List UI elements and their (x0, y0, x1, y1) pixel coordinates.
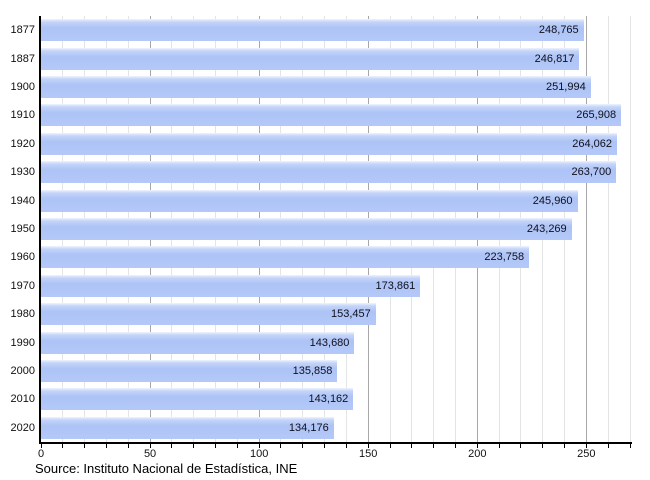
category-label: 1887 (10, 52, 35, 65)
category-label: 1950 (10, 223, 35, 235)
value-label: 173,861 (375, 279, 416, 292)
bar: 265,908 (41, 104, 622, 127)
category-label: 1930 (10, 166, 35, 179)
x-axis-tick (127, 444, 129, 448)
x-axis-tick (105, 444, 107, 448)
bar: 143,162 (41, 388, 354, 411)
x-axis-tick (171, 444, 173, 448)
bar: 263,700 (41, 161, 617, 184)
value-label: 263,700 (571, 166, 612, 179)
bar: 173,861 (41, 274, 421, 297)
x-axis-tick (149, 444, 151, 448)
x-axis-tick (629, 444, 631, 448)
x-tick-label: 50 (143, 448, 157, 460)
x-axis-line (39, 442, 632, 444)
x-axis-tick (215, 444, 217, 448)
value-label: 243,269 (526, 223, 567, 235)
value-label: 245,960 (532, 194, 573, 207)
value-label: 265,908 (576, 109, 617, 122)
x-tick-label: 0 (37, 448, 45, 460)
x-tick-label: 200 (468, 448, 487, 460)
x-axis-tick (324, 444, 326, 448)
bar: 245,960 (41, 189, 578, 212)
value-label: 246,817 (534, 52, 575, 65)
category-label: 1990 (10, 336, 35, 349)
value-label: 143,162 (308, 393, 349, 406)
category-label: 1900 (10, 81, 35, 93)
plot-area: 248,765 246,817 251,994 265,908 264,062 263,7… (41, 16, 631, 442)
bar: 248,765 (41, 19, 584, 42)
category-label: 2020 (10, 421, 35, 434)
value-label: 248,765 (538, 24, 579, 37)
category-label: 1970 (10, 279, 35, 292)
bar: 135,858 (41, 360, 338, 382)
x-axis-tick (520, 444, 522, 448)
value-label: 264,062 (572, 137, 613, 150)
value-label: 143,680 (309, 336, 350, 349)
bar: 223,758 (41, 246, 530, 269)
bar: 143,680 (41, 331, 355, 354)
x-axis-tick (367, 444, 369, 448)
x-tick-label: 100 (249, 448, 269, 460)
category-label: 2010 (10, 393, 35, 406)
x-axis-tick (476, 444, 478, 448)
x-axis-tick (258, 444, 260, 448)
source-note: Source: Instituto Nacional de Estadístic… (35, 461, 298, 476)
x-axis-tick (345, 444, 347, 448)
y-axis-line (39, 16, 41, 444)
bar: 251,994 (41, 76, 591, 98)
x-tick-label: 150 (359, 448, 378, 460)
x-axis-tick (607, 444, 609, 448)
x-axis-tick (280, 444, 282, 448)
x-axis-tick (84, 444, 86, 448)
bar: 153,457 (41, 303, 376, 326)
x-axis-tick (433, 444, 435, 448)
x-tick-label: 250 (577, 448, 596, 460)
minor-gridline (629, 16, 631, 442)
x-axis-tick (193, 444, 195, 448)
value-label: 153,457 (330, 308, 371, 321)
bar: 264,062 (41, 132, 618, 155)
value-label: 135,858 (292, 365, 333, 377)
x-axis-tick (585, 444, 587, 448)
x-axis-tick (389, 444, 391, 448)
category-label: 1910 (10, 109, 35, 122)
major-gridline (585, 16, 587, 442)
x-axis-tick (564, 444, 566, 448)
category-label: 1980 (10, 308, 35, 321)
x-axis-tick (542, 444, 544, 448)
x-axis-tick (411, 444, 413, 448)
value-label: 251,994 (545, 81, 586, 93)
category-label: 1920 (10, 137, 35, 150)
minor-gridline (607, 16, 609, 442)
x-axis-tick (62, 444, 64, 448)
x-axis-tick (236, 444, 238, 448)
x-axis-tick (498, 444, 500, 448)
category-label: 1960 (10, 251, 35, 264)
x-axis-tick (40, 444, 42, 448)
x-axis-tick (454, 444, 456, 448)
bar: 134,176 (41, 416, 334, 439)
value-label: 134,176 (288, 421, 329, 434)
category-label: 1877 (10, 24, 35, 37)
x-axis-tick (302, 444, 304, 448)
bar: 246,817 (41, 47, 580, 70)
category-label: 2000 (10, 365, 35, 377)
category-label: 1940 (10, 194, 35, 207)
bar: 243,269 (41, 218, 572, 240)
value-label: 223,758 (484, 251, 525, 264)
